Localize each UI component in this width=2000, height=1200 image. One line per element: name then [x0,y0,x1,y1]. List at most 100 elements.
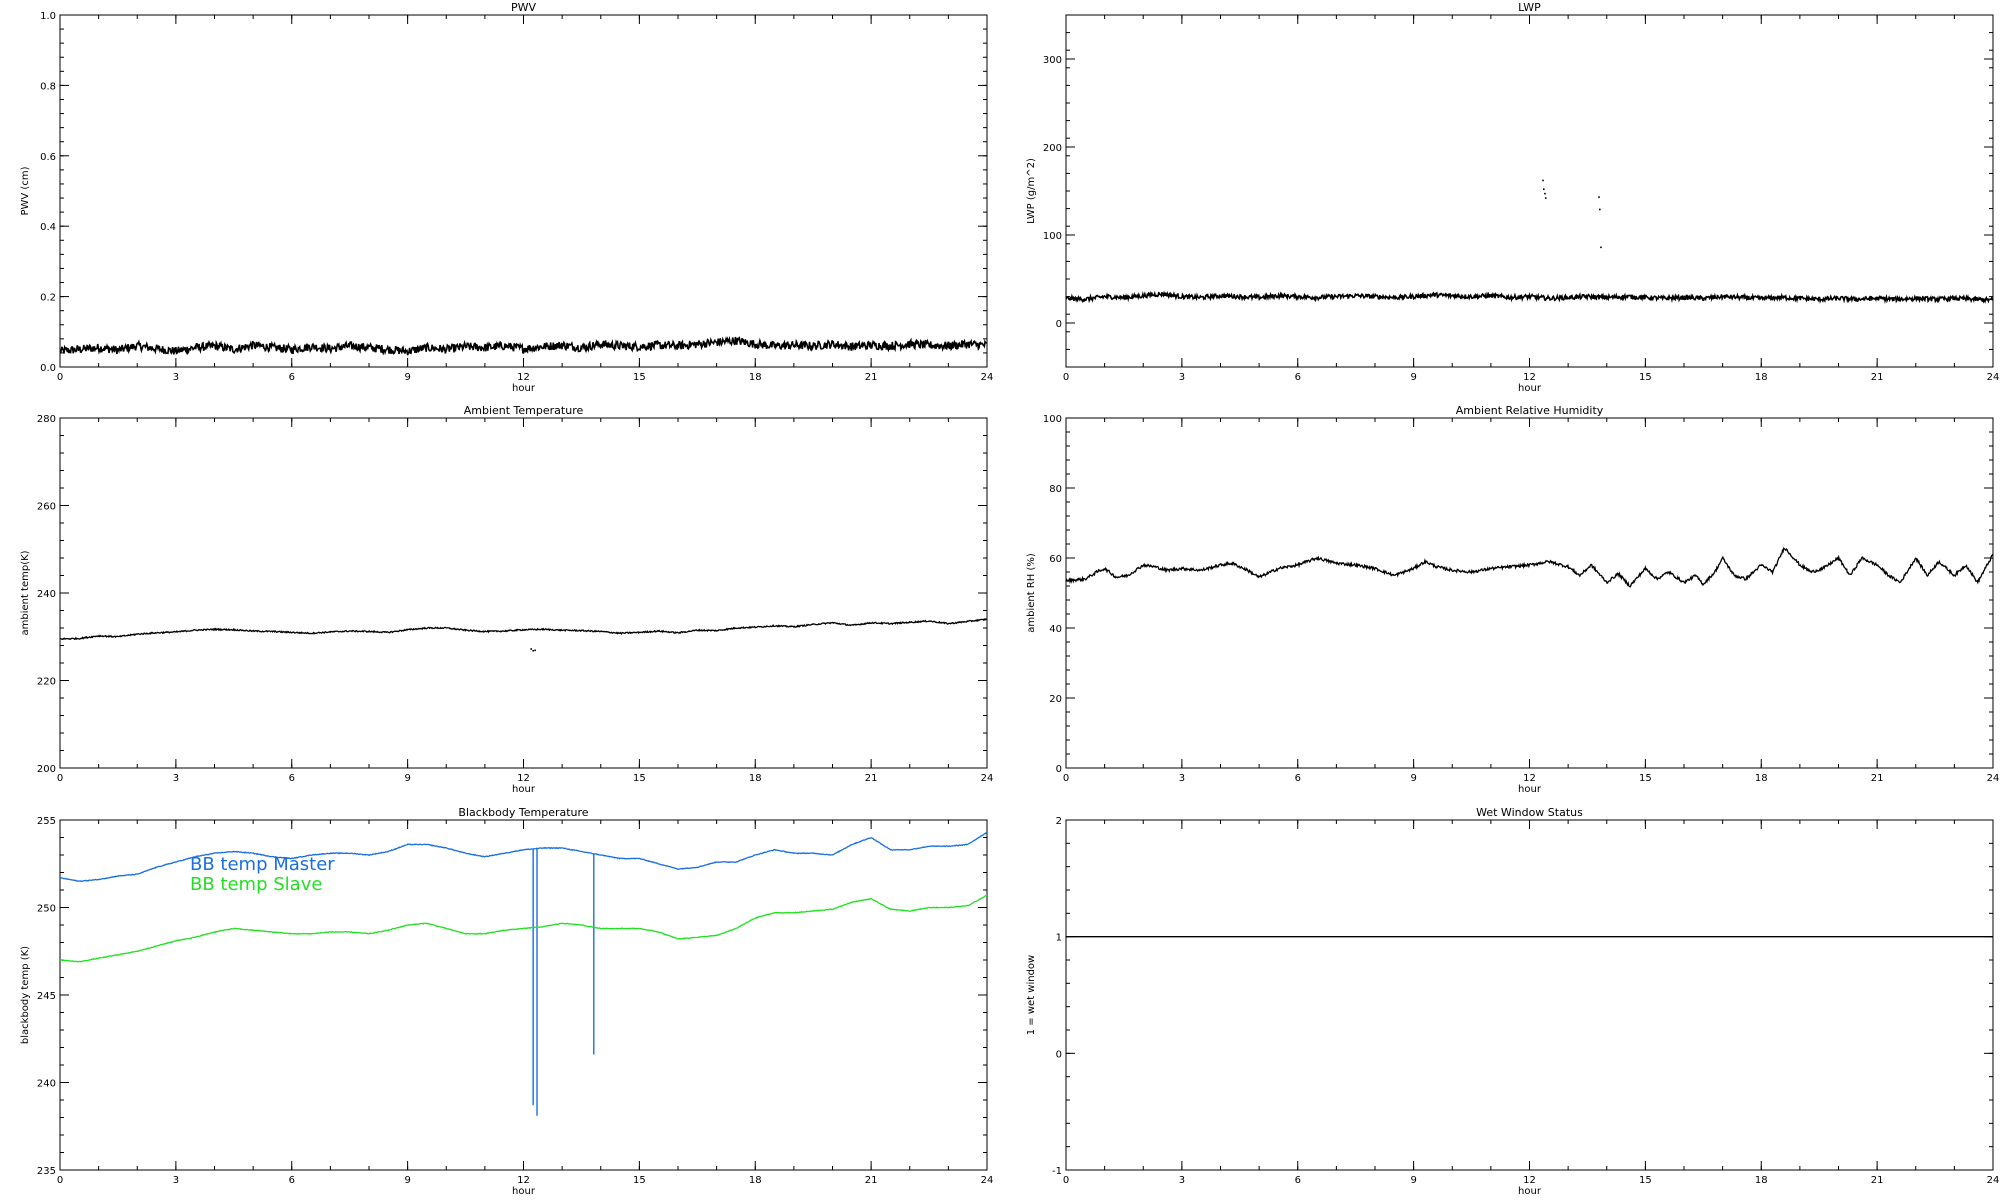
x-tick-label: 15 [1639,1175,1652,1186]
x-tick-label: 3 [1179,372,1185,383]
x-axis-label: hour [1518,383,1542,394]
series-line-0 [1066,290,1993,304]
scatter-point [530,648,533,650]
chart-title: Ambient Relative Humidity [1456,404,1604,417]
y-tick-label: -1 [1052,1166,1062,1177]
y-tick-label: 245 [37,991,56,1002]
plot-area [60,831,987,1116]
y-tick-label: 300 [1043,55,1062,66]
x-tick-label: 24 [981,773,994,784]
y-tick-label: 0.8 [40,81,56,92]
y-tick-label: 200 [37,764,56,775]
plot-frame [1065,819,1994,1171]
y-tick-label: 0 [1056,319,1062,330]
series-line-0 [60,335,987,356]
y-tick-label: 0 [1056,764,1062,775]
x-tick-label: 9 [1410,372,1416,383]
scatter-point [1544,192,1546,195]
y-tick-label: 0.0 [40,363,56,374]
x-tick-label: 21 [865,773,878,784]
y-tick-label: 100 [1043,414,1062,425]
x-tick-label: 0 [57,372,63,383]
x-tick-label: 9 [1410,1175,1416,1186]
y-tick-label: 260 [37,502,56,513]
y-tick-label: 100 [1043,231,1062,242]
x-tick-label: 9 [404,1175,410,1186]
x-tick-label: 15 [633,1175,646,1186]
chart-title: PWV [511,1,537,14]
chart-title: Blackbody Temperature [458,806,588,819]
x-tick-label: 21 [865,1175,878,1186]
y-tick-label: 0.2 [40,293,56,304]
scatter-point [532,649,534,652]
x-tick-label: 6 [289,1175,295,1186]
y-tick-label: 1 [1056,933,1062,944]
y-tick-label: 2 [1056,816,1062,827]
chart-panel-3: Ambient Relative Humidity 0 3 6 9 12 15 18 21 24 h… [1026,404,1999,795]
x-axis-label: hour [1518,784,1542,795]
chart-panel-0: PWV 0 3 6 9 12 15 18 21 24 hour 0.0 0.2 0.4 0.6 0.8 1.0 P… [20,1,993,394]
y-tick-label: 280 [37,414,56,425]
x-tick-label: 21 [1871,1175,1884,1186]
scatter-point [1542,188,1545,191]
x-tick-label: 15 [1639,372,1652,383]
x-tick-label: 6 [289,773,295,784]
y-tick-label: 40 [1049,624,1062,635]
y-tick-label: 200 [1043,143,1062,154]
x-tick-label: 0 [1063,1175,1069,1186]
x-tick-label: 3 [173,1175,179,1186]
series-line-0 [1066,547,1993,588]
x-tick-label: 21 [1871,372,1884,383]
x-tick-label: 15 [633,773,646,784]
x-tick-label: 9 [404,372,410,383]
x-tick-label: 12 [517,1175,530,1186]
x-tick-label: 18 [749,1175,762,1186]
x-tick-label: 0 [57,1175,63,1186]
chart-title: Ambient Temperature [464,404,584,417]
x-tick-label: 0 [1063,773,1069,784]
y-tick-label: 0.6 [40,152,56,163]
y-tick-label: 0 [1056,1049,1062,1060]
x-tick-label: 18 [1755,372,1768,383]
x-tick-label: 0 [57,773,63,784]
chart-panel-4: Blackbody Temperature 0 3 6 9 12 15 18 21 24 hour 2… [20,806,993,1197]
series-line-0 [60,618,987,641]
scatter-point [1600,246,1602,249]
scatter-point [1542,179,1544,182]
y-axis-label: PWV (cm) [20,166,31,215]
x-tick-label: 21 [1871,773,1884,784]
y-tick-label: 235 [37,1166,56,1177]
chart-panel-2: Ambient Temperature 0 3 6 9 12 15 18 21 24 hour 200… [20,404,993,795]
series-line-1 [60,894,987,963]
chart-title: Wet Window Status [1476,806,1583,819]
y-tick-label: 240 [37,589,56,600]
x-tick-label: 0 [1063,372,1069,383]
x-tick-label: 6 [1295,773,1301,784]
x-tick-label: 12 [517,372,530,383]
y-tick-label: 80 [1049,484,1062,495]
chart-panel-1: LWP 0 3 6 9 12 15 18 21 24 hour 0 100 200 300 LWP (g/m^… [1026,1,1999,394]
y-tick-label: 1.0 [40,11,56,22]
y-tick-label: 250 [37,904,56,915]
plot-area [60,618,987,652]
x-tick-label: 12 [1523,773,1536,784]
x-tick-label: 9 [1410,773,1416,784]
x-tick-label: 6 [1295,372,1301,383]
y-tick-label: 220 [37,677,56,688]
plot-area [60,335,987,356]
x-tick-label: 18 [1755,773,1768,784]
x-tick-label: 24 [1987,372,2000,383]
x-tick-label: 12 [517,773,530,784]
x-tick-label: 6 [1295,1175,1301,1186]
x-tick-label: 18 [749,773,762,784]
x-tick-label: 18 [749,372,762,383]
x-tick-label: 3 [1179,773,1185,784]
y-axis-label: 1 = wet window [1026,955,1037,1035]
x-tick-label: 3 [1179,1175,1185,1186]
scatter-point [1598,208,1601,211]
plot-frame [1065,417,1994,769]
y-tick-label: 0.4 [40,222,56,233]
y-axis-label: LWP (g/m^2) [1026,158,1037,224]
